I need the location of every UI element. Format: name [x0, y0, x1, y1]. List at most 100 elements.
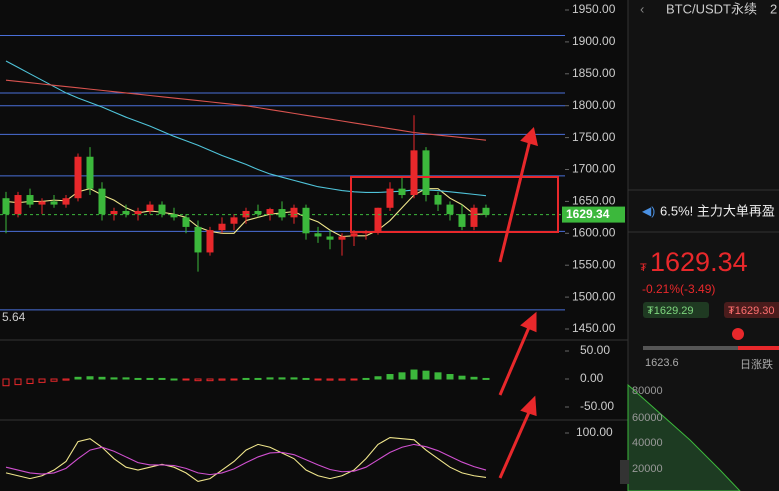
macd-bar — [422, 370, 430, 380]
candle-body — [86, 156, 94, 189]
annotation-box — [350, 176, 559, 233]
candle-body — [374, 207, 382, 233]
macd-bar — [98, 376, 106, 380]
y-tick-label: 1950.00 — [572, 2, 616, 16]
macd-bar — [2, 378, 10, 387]
candle-body — [98, 188, 106, 215]
macd-bar — [266, 377, 274, 380]
y-tick-label: 1600.00 — [572, 225, 616, 239]
candle-body — [62, 198, 70, 205]
kdj-line — [5, 443, 487, 476]
candle-body — [14, 195, 22, 215]
ask: ₮1629.30 — [728, 305, 774, 317]
macd-bar — [146, 377, 154, 380]
candle-body — [122, 210, 130, 215]
candle-body — [434, 195, 442, 205]
macd-bar — [38, 378, 46, 383]
candle-body — [170, 214, 178, 218]
macd-bar — [134, 377, 142, 380]
macd-bar — [62, 378, 70, 381]
macd-bar — [278, 377, 286, 380]
candle-body — [410, 150, 418, 196]
candle-body — [302, 207, 310, 234]
macd-bar — [398, 372, 406, 380]
candle-body — [338, 236, 346, 240]
candle-body — [50, 201, 58, 205]
bid-box — [643, 302, 709, 318]
ma-line — [5, 79, 487, 141]
macd-bar — [110, 377, 118, 380]
candle-body — [218, 223, 226, 231]
y-tick-label: 1900.00 — [572, 34, 616, 48]
macd-bar — [302, 377, 310, 380]
range-label: 日涨跌 — [740, 357, 773, 371]
candle-body — [314, 233, 322, 237]
macd-bar — [230, 378, 238, 381]
macd-bar — [218, 378, 226, 381]
macd-bar — [242, 377, 250, 380]
macd-bar — [182, 378, 190, 381]
last-price-box — [562, 206, 625, 223]
depth-tick: 60000 — [632, 412, 663, 424]
y-tick-label: 50.00 — [580, 343, 610, 357]
macd-bar — [206, 378, 214, 382]
y-tick-label: -50.00 — [580, 399, 614, 413]
macd-bar — [470, 376, 478, 380]
candle-body — [182, 217, 190, 227]
candle-body — [206, 230, 214, 253]
y-tick-label: 1850.00 — [572, 66, 616, 80]
corner: 2 — [770, 1, 777, 16]
macd-bar — [86, 376, 94, 380]
macd-bar — [386, 374, 394, 380]
macd-bar — [362, 377, 370, 380]
macd-bar — [170, 378, 178, 381]
y-tick-label: 1800.00 — [572, 98, 616, 112]
macd-bar — [26, 378, 34, 384]
candle-body — [422, 150, 430, 196]
macd-bar — [434, 372, 442, 380]
candle-body — [110, 210, 118, 215]
symbol[interactable]: BTC/USDT永续 — [666, 1, 757, 16]
candle-body — [254, 210, 262, 215]
y-tick-label: 1700.00 — [572, 162, 616, 176]
macd-bar — [158, 377, 166, 380]
last-price-label: 1629.34 — [566, 207, 610, 221]
news[interactable]: 6.5%! 主力大单再盈 — [660, 203, 775, 218]
macd-bar — [338, 378, 346, 381]
candle-body — [278, 209, 286, 218]
ask-box — [724, 302, 779, 318]
y-tick-label: 1650.00 — [572, 194, 616, 208]
macd-bar — [314, 378, 322, 381]
candle-body — [482, 207, 490, 215]
candle-body — [38, 201, 46, 205]
chart: 1950.00 1900.00 1850.00 1800.00 1750.00 1700.… — [0, 2, 625, 483]
y-tick-label: 1550.00 — [572, 257, 616, 271]
candle-body — [2, 198, 10, 215]
depth-area — [627, 383, 741, 491]
back-icon[interactable]: ‹ — [640, 1, 644, 16]
range-marker — [732, 328, 744, 340]
macd-bar — [482, 377, 490, 380]
macd-bar — [194, 378, 202, 382]
currency: ₮ — [640, 262, 647, 274]
kdj-line — [5, 436, 487, 483]
y-tick-label: 1500.00 — [572, 289, 616, 303]
expand-handle[interactable] — [620, 460, 629, 484]
macd-bar — [290, 377, 298, 380]
corner-label: 5.64 — [2, 310, 26, 324]
candle-body — [446, 204, 454, 215]
macd-bar — [374, 376, 382, 380]
y-tick-label: 100.00 — [576, 425, 613, 439]
y-tick-label: 0.00 — [580, 371, 604, 385]
candle-body — [26, 195, 34, 205]
macd-bar — [350, 378, 358, 381]
candle-body — [134, 210, 142, 215]
range-low: 1623.6 — [645, 357, 679, 369]
candle-body — [158, 204, 166, 215]
macd-bar — [122, 377, 130, 380]
candle-body — [146, 204, 154, 211]
macd-bar — [50, 378, 58, 382]
depth-tick: 80000 — [632, 385, 663, 397]
depth-tick: 20000 — [632, 463, 663, 475]
